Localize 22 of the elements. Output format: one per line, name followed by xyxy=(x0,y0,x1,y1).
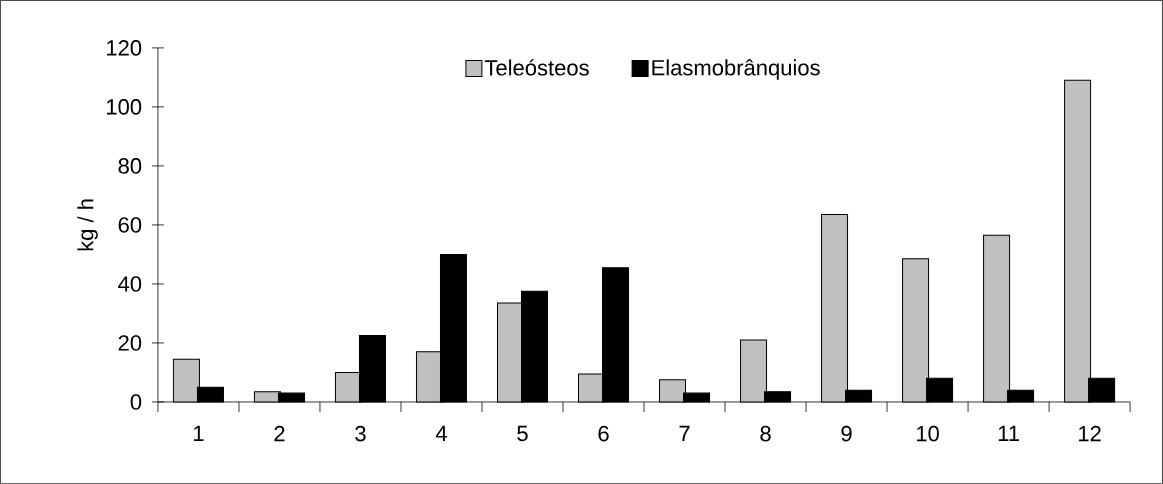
y-tick-label: 100 xyxy=(107,99,142,115)
y-tick-label: 60 xyxy=(118,217,142,233)
y-axis-title: kg / h xyxy=(77,199,98,251)
x-tick-label: 6 xyxy=(598,425,609,442)
legend-label: Teleósteos xyxy=(484,59,589,76)
y-tick-label: 0 xyxy=(130,394,142,410)
y-tick-label: 40 xyxy=(118,276,142,292)
x-tick-label: 11 xyxy=(998,425,1019,442)
x-tick-label: 12 xyxy=(1079,425,1101,442)
x-tick-label: 9 xyxy=(841,425,852,442)
x-tick-label: 4 xyxy=(435,425,447,442)
legend-label: Elasmobrânquios xyxy=(652,59,820,80)
y-tick-label: 120 xyxy=(107,40,142,56)
x-tick-label: 5 xyxy=(517,425,528,442)
x-tick-label: 7 xyxy=(679,425,690,442)
x-tick-label: 2 xyxy=(274,425,285,442)
x-tick-label: 10 xyxy=(917,425,939,442)
x-tick-label: 3 xyxy=(355,425,366,442)
x-tick-label: 1 xyxy=(194,425,204,442)
y-tick-label: 80 xyxy=(118,158,142,174)
x-tick-label: 8 xyxy=(760,425,771,442)
y-tick-label: 20 xyxy=(118,335,142,351)
